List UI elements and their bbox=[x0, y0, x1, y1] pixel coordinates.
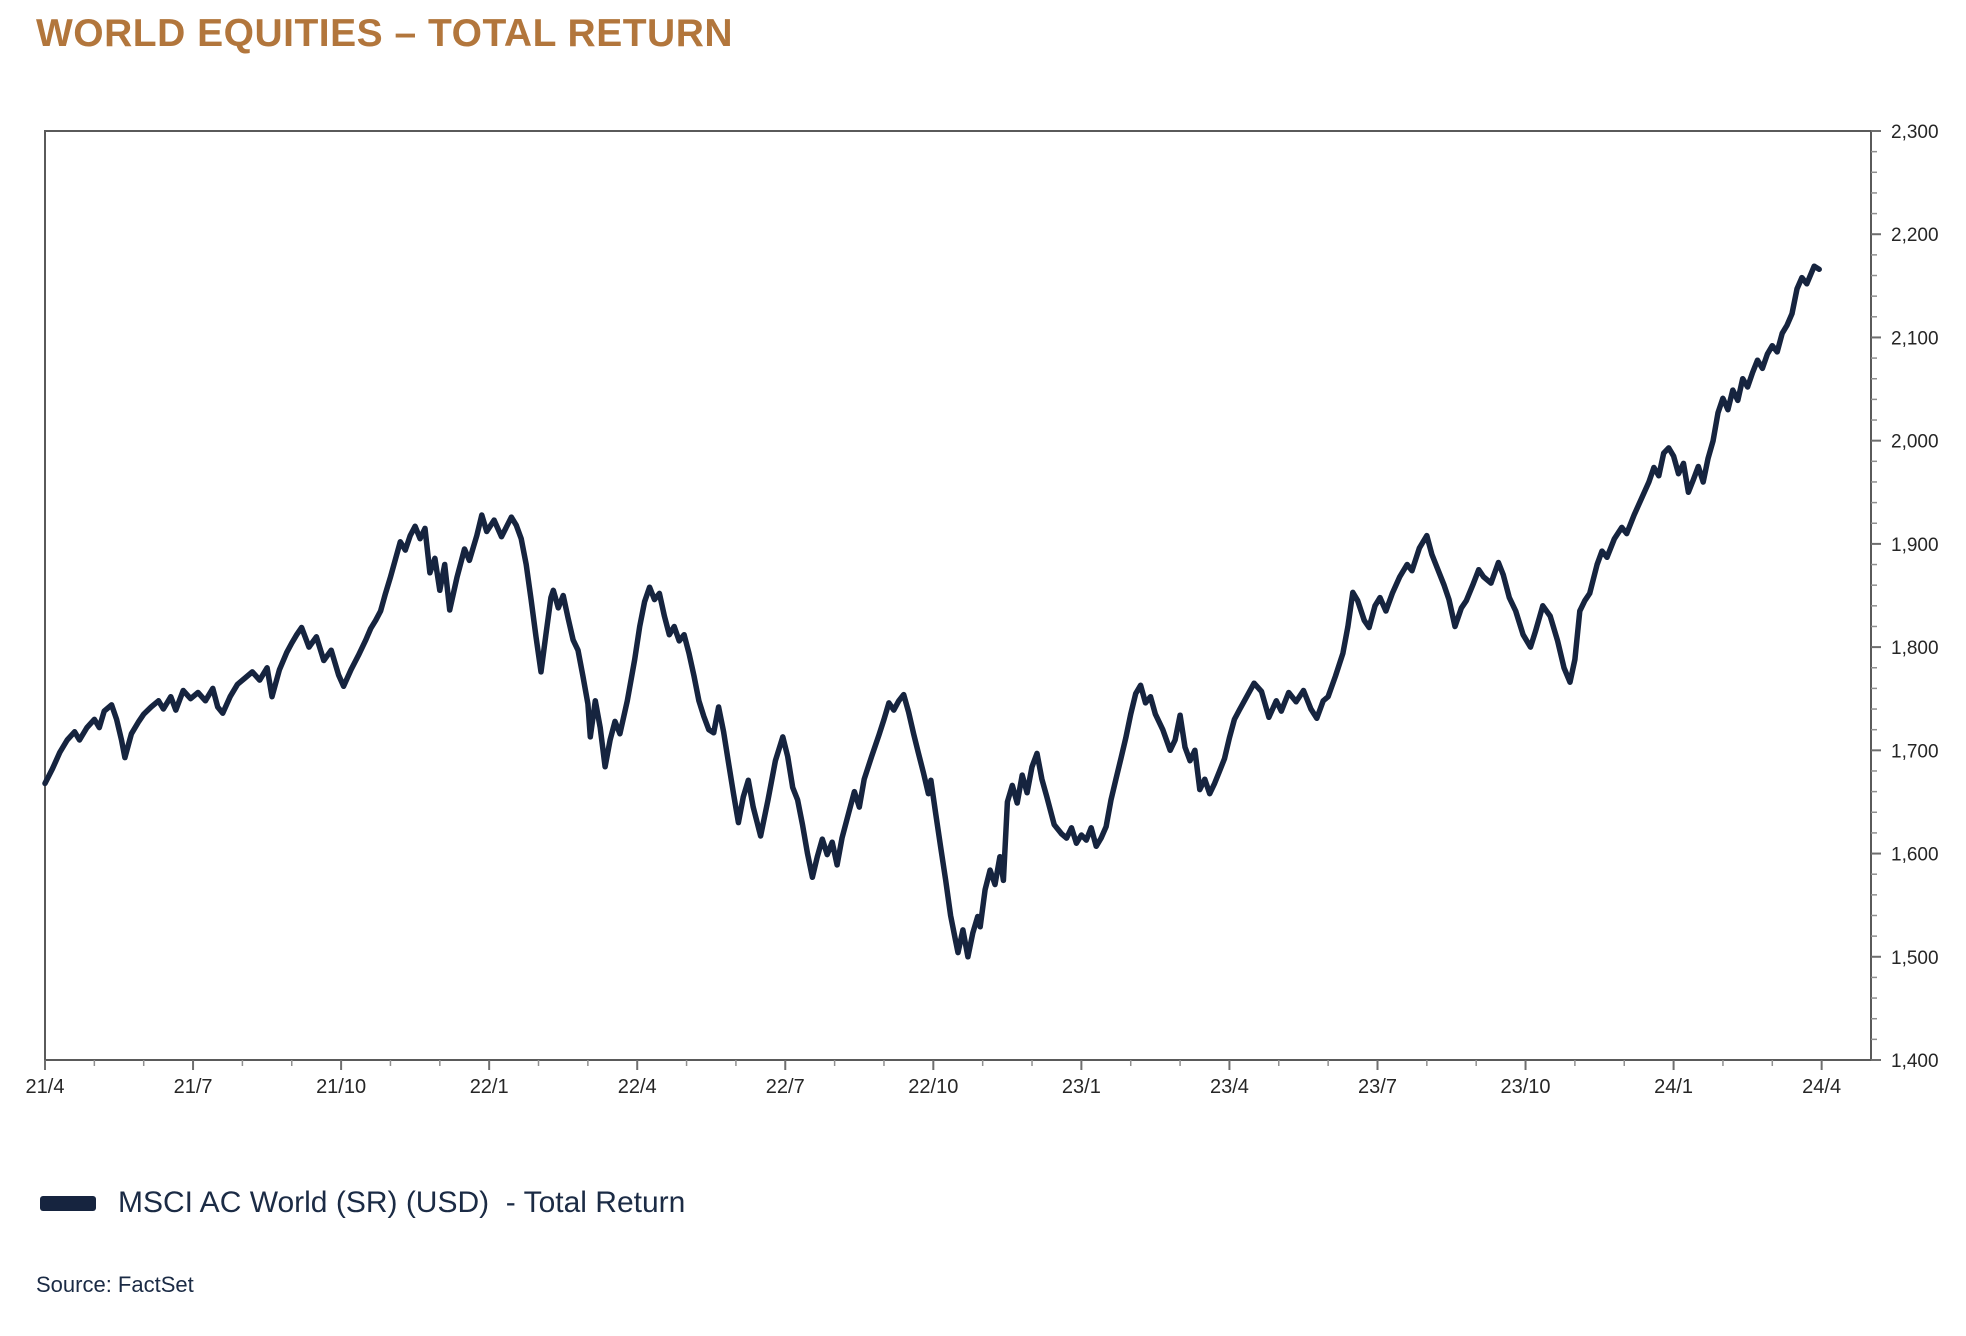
y-tick-label: 1,700 bbox=[1891, 741, 1939, 762]
x-tick-label: 22/7 bbox=[766, 1076, 805, 1098]
y-tick-label: 2,300 bbox=[1891, 122, 1939, 143]
y-tick-label: 2,200 bbox=[1891, 225, 1939, 246]
series-line bbox=[42, 263, 1822, 960]
page-title: WORLD EQUITIES – TOTAL RETURN bbox=[36, 12, 734, 55]
x-tick-label: 24/4 bbox=[1802, 1076, 1841, 1098]
legend-swatch-icon bbox=[40, 1195, 96, 1211]
x-tick-label: 21/10 bbox=[316, 1076, 366, 1098]
x-tick-label: 22/4 bbox=[618, 1076, 657, 1098]
legend: MSCI AC World (SR) (USD) - Total Return bbox=[40, 1182, 685, 1224]
legend-label: MSCI AC World (SR) (USD) - Total Return bbox=[118, 1186, 686, 1219]
x-tick-label: 22/1 bbox=[470, 1076, 509, 1098]
x-tick-label: 24/1 bbox=[1654, 1076, 1693, 1098]
x-tick-label: 23/10 bbox=[1501, 1076, 1551, 1098]
y-tick-label: 1,900 bbox=[1891, 535, 1939, 556]
y-tick-label: 1,600 bbox=[1891, 845, 1939, 866]
x-tick-label: 23/7 bbox=[1358, 1076, 1397, 1098]
plot-border bbox=[44, 130, 1872, 1061]
y-tick-label: 1,800 bbox=[1891, 638, 1939, 659]
x-tick-label: 21/7 bbox=[174, 1076, 213, 1098]
source-note: Source: FactSet bbox=[36, 1272, 194, 1297]
x-tick-label: 23/1 bbox=[1062, 1076, 1101, 1098]
y-tick-label: 1,500 bbox=[1891, 948, 1939, 969]
x-tick-label: 22/10 bbox=[908, 1076, 958, 1098]
y-tick-label: 1,400 bbox=[1891, 1051, 1939, 1072]
y-tick-label: 2,100 bbox=[1891, 328, 1939, 349]
y-tick-label: 2,000 bbox=[1891, 432, 1939, 453]
x-tick-label: 23/4 bbox=[1210, 1076, 1249, 1098]
x-tick-label: 21/4 bbox=[26, 1076, 65, 1098]
